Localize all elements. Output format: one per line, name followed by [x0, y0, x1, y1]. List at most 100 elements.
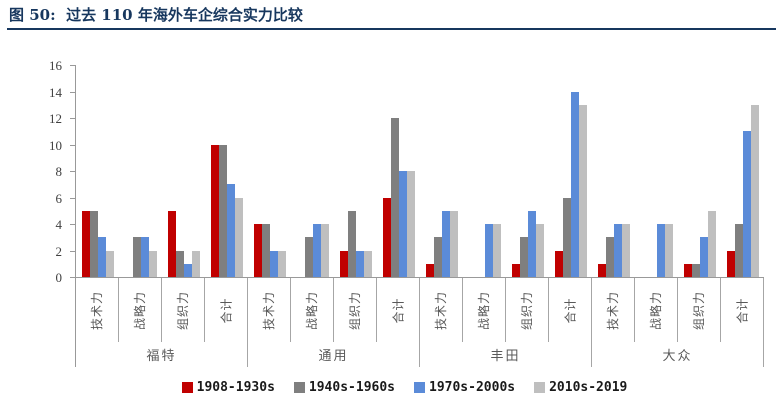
x-category-cell: 战略力: [291, 278, 334, 342]
bars-大众-组织力: [678, 65, 721, 277]
x-category-cell: 合计: [377, 278, 420, 342]
bar: [148, 250, 157, 277]
x-group-label: 通用: [248, 342, 420, 367]
bar: [382, 197, 391, 277]
group-通用: [248, 65, 420, 277]
x-category-cell: 战略力: [463, 278, 506, 342]
bar: [535, 224, 544, 277]
x-category-label: 合计: [735, 296, 750, 324]
bar: [656, 224, 665, 277]
bar: [519, 237, 528, 277]
x-category-cell: 技术力: [248, 278, 291, 342]
bars-通用-合计: [377, 65, 420, 277]
bar: [433, 237, 442, 277]
bar: [218, 144, 227, 277]
y-tick-mark: [70, 250, 75, 252]
plot-row: 16 14 12 10 8 6 4 2 0: [0, 58, 783, 285]
y-tick-mark: [70, 277, 75, 278]
bar: [554, 250, 563, 277]
bar: [691, 263, 700, 277]
bar: [570, 91, 579, 277]
x-group-label: 大众: [592, 342, 764, 367]
bars-大众-技术力: [592, 65, 635, 277]
x-category-label: 组织力: [348, 290, 363, 330]
bar: [363, 250, 372, 277]
x-category-cell: 合计: [721, 278, 764, 342]
bar: [269, 250, 278, 277]
bar: [562, 197, 571, 277]
bar: [406, 171, 415, 277]
bar: [597, 263, 606, 277]
legend-item: 1940s-1960s: [293, 380, 395, 395]
title-divider: [7, 28, 776, 30]
x-category-label: 合计: [219, 296, 234, 324]
x-category-cell: 合计: [205, 278, 248, 342]
bars-通用-组织力: [334, 65, 377, 277]
x-category-label: 组织力: [176, 290, 191, 330]
bar: [355, 250, 364, 277]
figure-title: 图 50: 过去 110 年海外车企综合实力比较: [9, 6, 303, 24]
y-tick-label: 2: [55, 243, 63, 259]
x-category-cell: 技术力: [76, 278, 119, 342]
x-category-label: 技术力: [606, 290, 621, 330]
y-tick-label: 10: [49, 137, 62, 153]
legend-swatch: [414, 382, 425, 393]
bar: [441, 210, 450, 277]
bar: [390, 118, 399, 277]
x-category-label: 技术力: [90, 290, 105, 330]
x-category-cell: 技术力: [420, 278, 463, 342]
bar: [605, 237, 614, 277]
category-axis: 技术力 战略力 组织力 合计 技术力 战略力 组织力 合计 技术力 战略力 组织力 合计 技术力 战略力 组…: [75, 278, 764, 342]
legend-swatch: [293, 382, 305, 393]
y-tick-label: 12: [49, 111, 62, 126]
y-tick-label: 6: [55, 190, 63, 206]
x-category-label: 战略力: [305, 290, 320, 330]
x-category-label: 战略力: [133, 290, 148, 330]
legend-item: 2010s-2019: [534, 380, 627, 395]
bar: [425, 263, 434, 277]
bar: [398, 171, 407, 277]
x-group-label: 丰田: [420, 342, 592, 367]
bar: [261, 224, 270, 277]
bar: [320, 224, 329, 277]
x-category-label: 技术力: [262, 290, 277, 330]
group-丰田: [420, 65, 592, 277]
bar: [105, 250, 114, 277]
y-tick-mark: [70, 197, 75, 199]
legend-swatch: [181, 382, 193, 393]
y-tick-label: 4: [55, 217, 63, 232]
x-group-label: 福特: [76, 342, 248, 367]
bars-福特-战略力: [119, 65, 162, 277]
x-category-label: 战略力: [477, 290, 492, 330]
bars-大众-战略力: [635, 65, 678, 277]
bars-通用-技术力: [248, 65, 291, 277]
x-category-label: 组织力: [692, 290, 707, 330]
y-tick-label: 16: [49, 58, 62, 73]
plot-area: [75, 65, 764, 278]
bar: [449, 210, 458, 277]
y-tick-mark: [70, 224, 75, 225]
y-tick-mark: [70, 91, 75, 93]
bar: [253, 224, 262, 277]
x-category-cell: 组织力: [678, 278, 721, 342]
y-axis: 16 14 12 10 8 6 4 2 0: [0, 58, 75, 285]
bar: [613, 224, 622, 277]
bars-丰田-合计: [549, 65, 592, 277]
bar: [234, 197, 243, 277]
x-category-cell: 战略力: [635, 278, 678, 342]
y-tick-mark: [70, 144, 75, 146]
bar: [527, 210, 536, 277]
bar: [183, 263, 192, 277]
bar: [191, 250, 200, 277]
bar: [312, 224, 321, 277]
group-大众: [592, 65, 764, 277]
bars-丰田-组织力: [506, 65, 549, 277]
bar: [734, 224, 743, 277]
group-axis: 福特 通用 丰田 大众: [75, 342, 764, 367]
legend-label: 1940s-1960s: [308, 380, 395, 395]
x-category-cell: 组织力: [334, 278, 377, 342]
bars-丰田-战略力: [463, 65, 506, 277]
y-tick-label: 0: [55, 270, 63, 285]
bar: [304, 237, 313, 277]
